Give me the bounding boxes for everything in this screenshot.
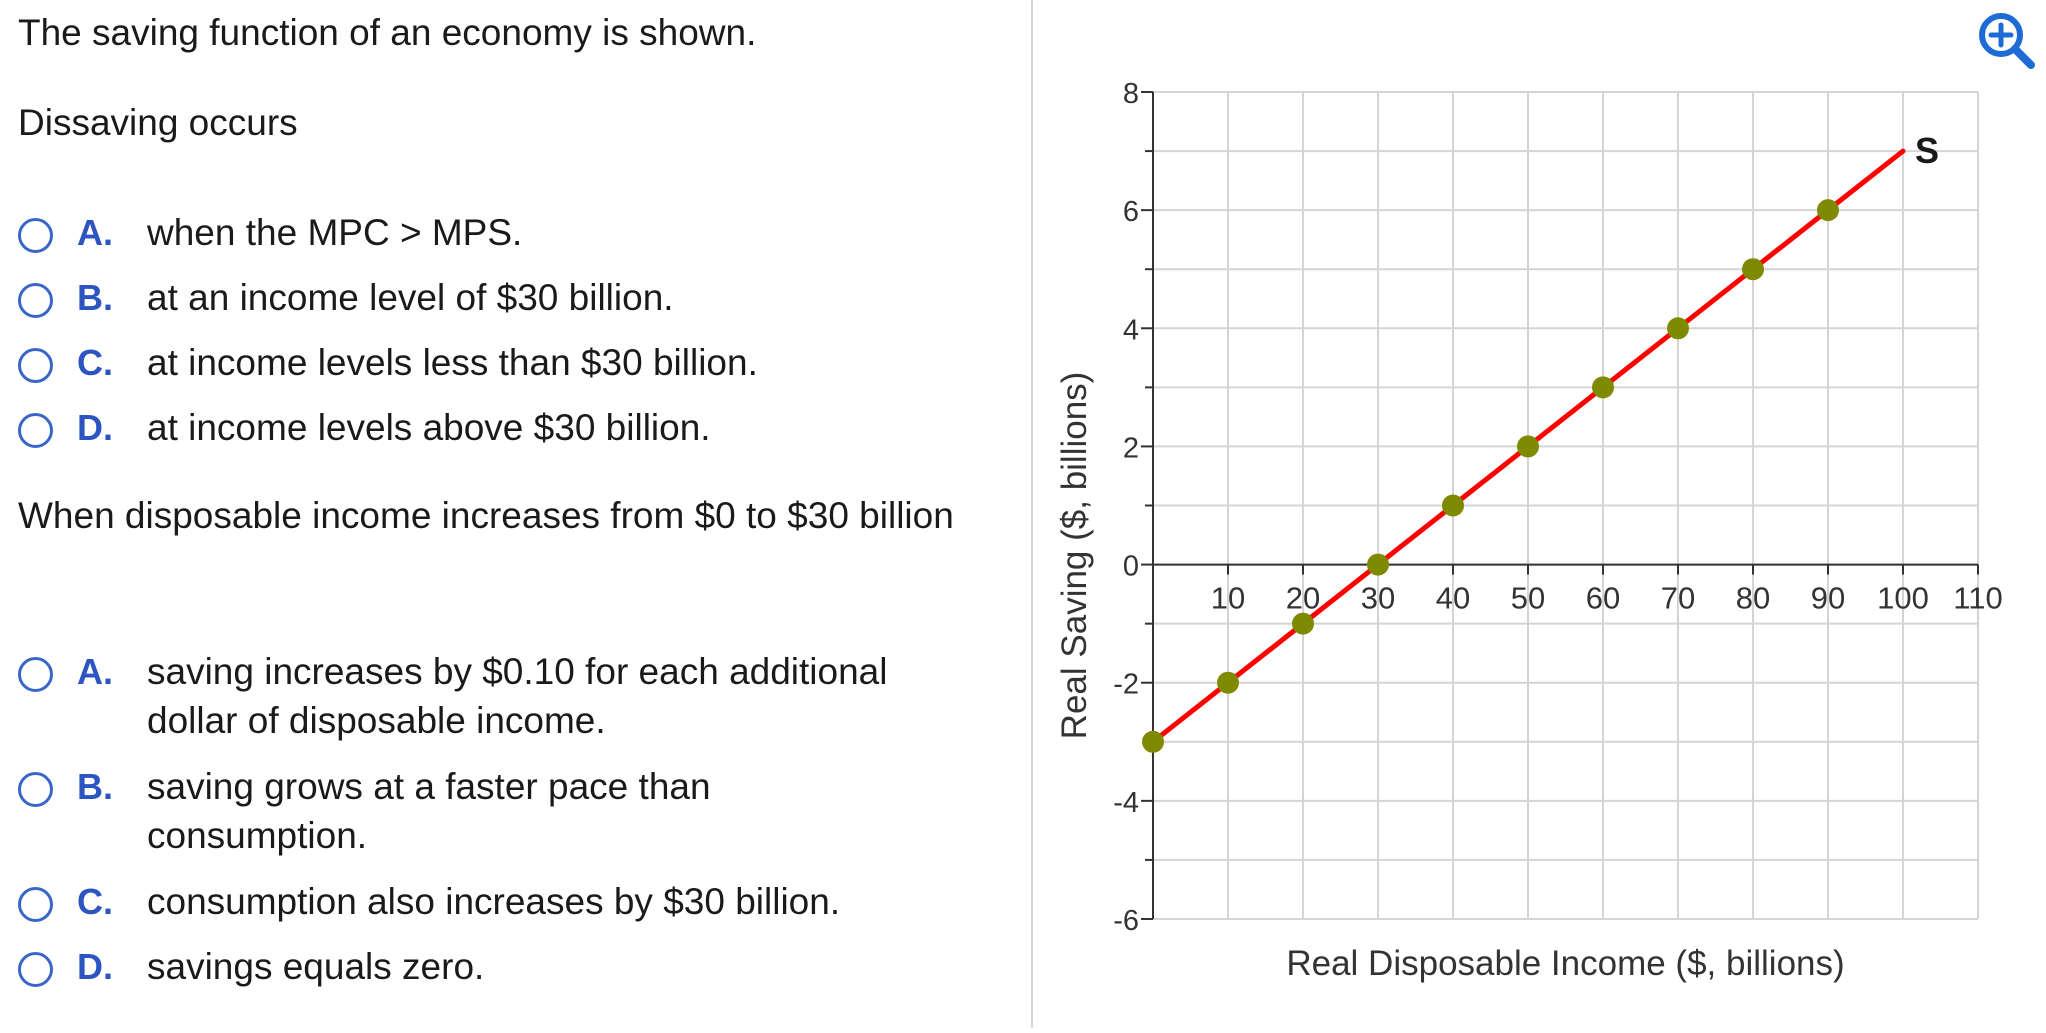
option-letter: C.: [77, 342, 113, 383]
y-tick-label: -6: [1113, 905, 1139, 937]
option-text: at income levels less than $30 billion.: [147, 342, 758, 383]
radio-button[interactable]: [18, 772, 53, 807]
q2-option-d[interactable]: D. savings equals zero.: [18, 942, 484, 991]
data-point: [1592, 376, 1614, 399]
data-point: [1217, 671, 1239, 694]
question-2-prompt: When disposable income increases from $0…: [18, 495, 954, 536]
y-tick-label: 4: [1123, 314, 1139, 346]
x-tick-label: 60: [1586, 581, 1620, 616]
y-tick-label: -2: [1113, 669, 1139, 701]
y-axis-label: Real Saving ($, billions): [1055, 372, 1094, 740]
data-point: [1817, 199, 1839, 222]
option-letter: B.: [77, 277, 113, 318]
option-text: consumption also increases by $30 billio…: [147, 881, 841, 922]
zoom-in-button[interactable]: [1976, 10, 2036, 70]
y-tick-label: 6: [1123, 196, 1139, 228]
data-point: [1517, 435, 1539, 458]
x-tick-label: 40: [1436, 581, 1470, 616]
radio-button[interactable]: [18, 348, 53, 383]
x-tick-label: 110: [1953, 581, 2002, 616]
data-point: [1667, 317, 1689, 340]
option-text: when the MPC > MPS.: [147, 212, 523, 253]
x-tick-label: 70: [1661, 581, 1695, 616]
option-letter: D.: [77, 946, 113, 987]
x-tick-label: 10: [1211, 581, 1245, 616]
panel-divider: [1031, 0, 1033, 1028]
question-intro: The saving function of an economy is sho…: [18, 12, 757, 53]
option-text: at income levels above $30 billion.: [147, 407, 711, 448]
data-point: [1742, 258, 1764, 281]
x-axis-label: Real Disposable Income ($, billions): [1286, 944, 1844, 983]
q1-option-d[interactable]: D. at income levels above $30 billion.: [18, 403, 711, 452]
option-text: savings equals zero.: [147, 946, 485, 987]
q1-option-a[interactable]: A. when the MPC > MPS.: [18, 208, 522, 257]
radio-button[interactable]: [18, 218, 53, 253]
option-text: saving increases by $0.10 for each addit…: [147, 651, 888, 741]
option-text: saving grows at a faster pace than consu…: [147, 766, 711, 856]
x-tick-label: 20: [1286, 581, 1320, 616]
data-point: [1367, 553, 1389, 576]
radio-button[interactable]: [18, 657, 53, 692]
option-letter: D.: [77, 407, 113, 448]
radio-button[interactable]: [18, 952, 53, 987]
y-tick-label: 8: [1123, 78, 1139, 110]
x-tick-label: 80: [1736, 581, 1770, 616]
q1-option-c[interactable]: C. at income levels less than $30 billio…: [18, 338, 758, 387]
data-point: [1292, 612, 1314, 635]
saving-function-chart: 10 20 30 40 50 60 70 80 90 100 110 -6 -4 -2 0 2 4 6 8 Real …: [1055, 78, 2003, 983]
q1-option-b[interactable]: B. at an income level of $30 billion.: [18, 273, 674, 322]
x-tick-label: 50: [1511, 581, 1545, 616]
chart-panel: 10 20 30 40 50 60 70 80 90 100 110 -6 -4 -2 0 2 4 6 8 Real …: [1040, 0, 2046, 1028]
y-tick-label: -4: [1113, 787, 1139, 819]
option-letter: B.: [77, 766, 113, 807]
radio-button[interactable]: [18, 887, 53, 922]
radio-button[interactable]: [18, 283, 53, 318]
option-letter: C.: [77, 881, 113, 922]
q2-option-c[interactable]: C. consumption also increases by $30 bil…: [18, 877, 840, 926]
option-letter: A.: [77, 212, 113, 253]
radio-button[interactable]: [18, 413, 53, 448]
x-tick-label: 30: [1361, 581, 1395, 616]
q2-option-a[interactable]: A. saving increases by $0.10 for each ad…: [18, 647, 947, 745]
zoom-in-magnifier-icon: [1979, 13, 2035, 69]
x-tick-label: 90: [1811, 581, 1845, 616]
question-1-prompt: Dissaving occurs: [18, 102, 298, 143]
option-text: at an income level of $30 billion.: [147, 277, 674, 318]
q2-option-b[interactable]: B. saving grows at a faster pace than co…: [18, 762, 847, 860]
data-point: [1142, 730, 1164, 753]
question-panel: The saving function of an economy is sho…: [18, 12, 954, 991]
y-tick-label: 0: [1123, 551, 1139, 583]
option-letter: A.: [77, 651, 113, 692]
data-point: [1442, 494, 1464, 517]
series-label: S: [1915, 130, 1939, 171]
y-tick-label: 2: [1123, 432, 1139, 464]
x-tick-label: 100: [1877, 581, 1929, 616]
